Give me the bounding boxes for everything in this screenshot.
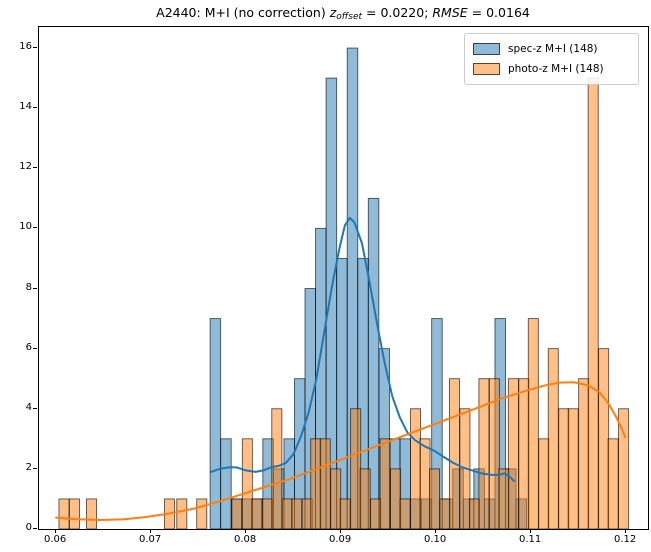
y-tick-mark [33, 287, 37, 289]
title-z-symbol: z [329, 5, 337, 20]
x-tick-mark [245, 529, 247, 533]
histogram-bar [379, 438, 391, 529]
x-tick-label: 0.11 [518, 534, 542, 545]
histogram-bar [399, 498, 411, 529]
y-tick-mark [33, 528, 37, 529]
title-rmse-symbol: RMSE [432, 5, 468, 20]
histogram-bar [176, 498, 188, 529]
y-tick-mark [33, 47, 37, 48]
photoz-histogram [58, 77, 630, 529]
photoz-kde-curve [55, 381, 627, 521]
histogram-bar [488, 378, 500, 529]
y-tick-label: 14 [19, 101, 32, 113]
y-tick-label: 16 [19, 41, 32, 52]
y-tick-label: 4 [25, 401, 32, 413]
histogram-bar [498, 468, 510, 529]
title-text: A2440: M+I (no correction) [156, 5, 330, 20]
histogram-bar [196, 498, 208, 529]
y-tick-label: 12 [19, 161, 32, 173]
x-tick-mark [435, 529, 437, 533]
y-tick-label: 6 [25, 341, 32, 353]
y-tick-mark [33, 467, 37, 469]
legend: spec-z M+I (148) photo-z M+I (148) [464, 33, 639, 85]
y-tick-label: 0 [25, 522, 32, 533]
histogram-bar [359, 468, 371, 529]
histogram-bar [68, 498, 80, 529]
specz-kde-curve [210, 216, 515, 482]
histogram-bar [598, 348, 610, 529]
histogram-bar [410, 408, 422, 529]
x-tick-label: 0.07 [138, 534, 162, 545]
histogram-bar [58, 498, 70, 529]
histogram-bar [330, 468, 342, 529]
y-tick-mark [33, 407, 37, 409]
histogram-bar [251, 498, 263, 529]
histogram-bar [390, 468, 402, 529]
y-tick-mark [33, 227, 37, 229]
histogram-bar [538, 438, 550, 529]
histogram-bar [209, 318, 222, 529]
histogram-bar [319, 438, 331, 529]
histogram-bar [231, 498, 243, 529]
histogram-bar [350, 408, 362, 529]
x-tick-mark [530, 529, 532, 533]
x-tick-label: 0.08 [233, 534, 257, 545]
histogram-bar [439, 498, 451, 529]
y-tick-label: 2 [25, 461, 32, 473]
legend-swatch-specz-icon [473, 43, 500, 55]
histogram-bar [547, 348, 559, 529]
histogram-bar [468, 498, 480, 529]
histogram-bar [419, 438, 431, 529]
histogram-bar [281, 498, 293, 529]
histogram-bar [271, 408, 283, 529]
y-tick-mark [33, 347, 37, 349]
histogram-bar [220, 438, 232, 529]
y-tick-mark [33, 167, 37, 169]
histogram-bar [429, 468, 441, 529]
plot-canvas [55, 47, 630, 529]
histogram-bar [310, 438, 322, 529]
histogram-bar [527, 318, 539, 529]
histogram-bar [86, 498, 98, 529]
histogram-bar [558, 408, 570, 529]
histogram-bar [518, 378, 530, 529]
legend-label-photoz: photo-z M+I (148) [508, 63, 604, 75]
plot-title: A2440: M+I (no correction) zoffset = 0.0… [38, 5, 648, 22]
legend-swatch-photoz-icon [473, 63, 500, 75]
histogram-bar [291, 498, 303, 529]
legend-entry-specz: spec-z M+I (148) [473, 39, 630, 59]
x-tick-mark [625, 529, 627, 533]
plot-area [38, 26, 649, 530]
histogram-bar [587, 77, 599, 529]
x-tick-label: 0.12 [613, 534, 637, 545]
title-z-value: = 0.0220; [362, 5, 433, 20]
x-tick-mark [150, 529, 152, 533]
histogram-bar [478, 378, 490, 529]
x-tick-label: 0.10 [423, 534, 447, 545]
x-tick-mark [55, 529, 57, 533]
histogram-bar [507, 378, 519, 529]
histogram-bar [241, 438, 253, 529]
title-rmse-value: = 0.0164 [467, 5, 530, 20]
x-tick-label: 0.09 [328, 534, 352, 545]
histogram-bar [618, 408, 630, 529]
histogram-bar [578, 378, 590, 529]
histogram-bar [339, 498, 351, 529]
legend-label-specz: spec-z M+I (148) [508, 43, 598, 55]
y-tick-mark [33, 107, 37, 109]
histogram-bar [567, 408, 579, 529]
x-tick-mark [340, 529, 342, 533]
histogram-bar [261, 498, 273, 529]
y-tick-label: 10 [19, 221, 32, 233]
histogram-bar [607, 438, 619, 529]
y-tick-label: 8 [25, 281, 32, 293]
x-tick-label: 0.06 [43, 534, 67, 545]
histogram-bar [448, 378, 460, 529]
legend-entry-photoz: photo-z M+I (148) [473, 59, 630, 79]
histogram-bar [370, 498, 382, 529]
title-z-subscript: offset [336, 12, 363, 22]
